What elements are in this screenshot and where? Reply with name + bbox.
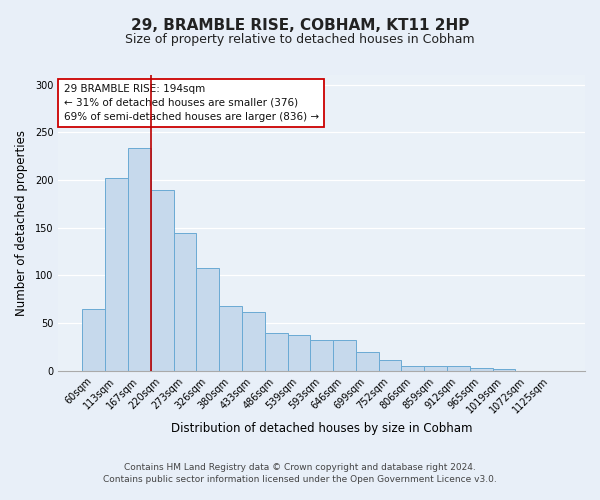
Bar (424, 366, 447, 371)
Bar (333, 340, 356, 371)
Text: 29, BRAMBLE RISE, COBHAM, KT11 2HP: 29, BRAMBLE RISE, COBHAM, KT11 2HP (131, 18, 469, 32)
Bar (379, 360, 401, 371)
Bar (493, 369, 515, 371)
Bar (196, 268, 219, 371)
Bar (470, 368, 493, 371)
Text: Contains HM Land Registry data © Crown copyright and database right 2024.: Contains HM Land Registry data © Crown c… (124, 464, 476, 472)
Bar (128, 148, 151, 371)
Bar (219, 306, 242, 371)
Bar (105, 178, 128, 371)
Bar (242, 312, 265, 371)
Text: Contains public sector information licensed under the Open Government Licence v3: Contains public sector information licen… (103, 475, 497, 484)
Y-axis label: Number of detached properties: Number of detached properties (15, 130, 28, 316)
Bar (356, 352, 379, 371)
Bar (82, 309, 105, 371)
Bar (173, 232, 196, 371)
Bar (265, 333, 287, 371)
Bar (151, 190, 173, 371)
X-axis label: Distribution of detached houses by size in Cobham: Distribution of detached houses by size … (171, 422, 472, 435)
Bar (310, 340, 333, 371)
Bar (401, 366, 424, 371)
Text: Size of property relative to detached houses in Cobham: Size of property relative to detached ho… (125, 32, 475, 46)
Bar (287, 334, 310, 371)
Bar (447, 366, 470, 371)
Text: 29 BRAMBLE RISE: 194sqm
← 31% of detached houses are smaller (376)
69% of semi-d: 29 BRAMBLE RISE: 194sqm ← 31% of detache… (64, 84, 319, 122)
